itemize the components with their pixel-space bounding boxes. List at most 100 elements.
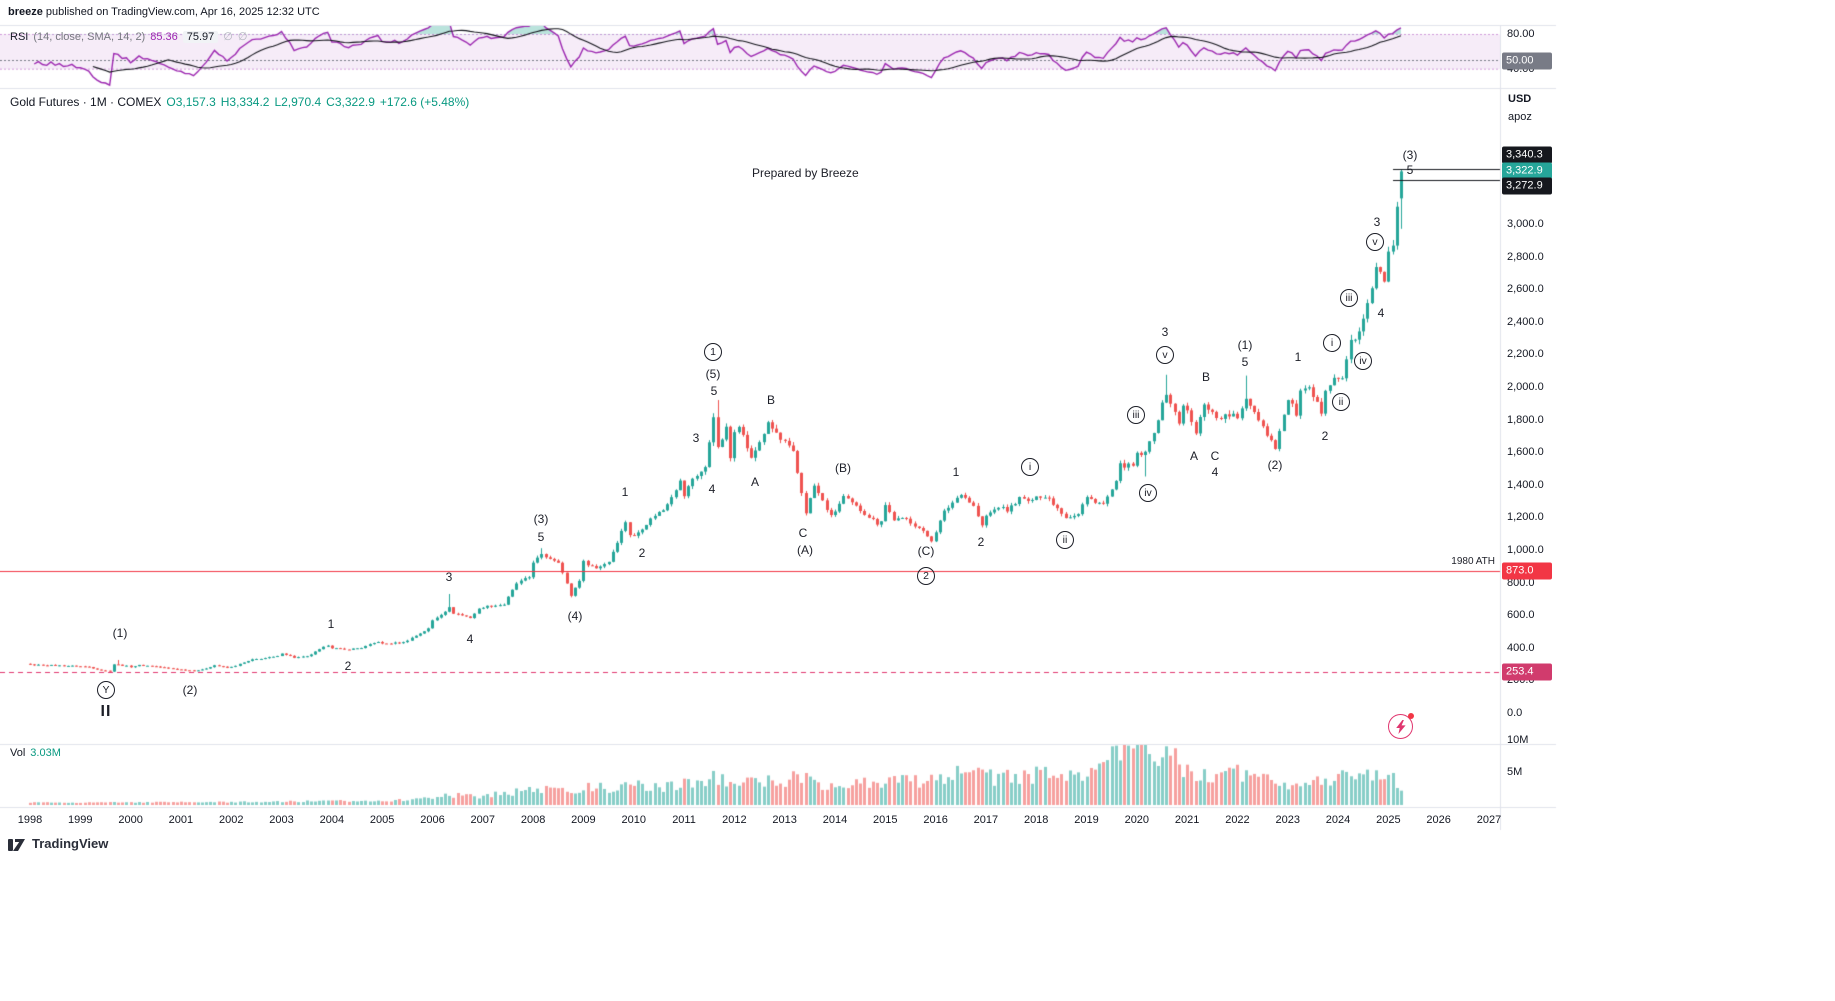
time-axis-year: 2021 [1174,814,1200,826]
wave-label: (1) [1237,338,1253,352]
wave-label: A [750,475,760,489]
wave-label: iv [1139,484,1157,502]
time-axis-year: 2005 [369,814,395,826]
rsi-value: 85.36 [150,30,178,43]
rsi-hide-icon[interactable]: ∅ [223,31,233,43]
rsi-title[interactable]: RSI [10,30,29,43]
price-axis-label: 1,800.0 [1507,413,1544,426]
volume-axis-label: 5M [1507,766,1523,778]
wave-label: 2 [917,567,935,585]
tradingview-footer[interactable]: TradingView [8,835,108,852]
symbol-title[interactable]: Gold Futures · 1M · COMEX [10,95,162,109]
volume-axis-label: 10M [1507,734,1529,746]
wave-label: B [766,393,776,407]
rsi-sma-value: 75.97 [182,30,219,43]
time-axis-year: 2012 [722,814,747,826]
time-axis-year: 2026 [1426,814,1451,826]
wave-label: v [1366,233,1384,251]
price-axis-badge: 873.0 [1502,562,1552,580]
price-axis-label: 800.0 [1507,576,1535,589]
wave-label: 2 [977,535,985,549]
wave-label: Y [97,681,115,699]
time-axis-year: 2007 [470,814,496,826]
wave-label: 3 [1373,215,1381,229]
price-axis-label: 1,200.0 [1507,511,1544,524]
ohlc-low: L2,970.4 [274,95,322,109]
rsi-menu-icon[interactable]: ∅ [237,31,248,43]
wave-label: (2) [1267,458,1283,472]
time-axis-year: 2019 [1074,814,1099,826]
wave-label: (1) [112,626,128,640]
wave-label: 1 [704,343,722,361]
lightning-bolt-icon [1395,719,1406,734]
time-axis-year: 2013 [772,814,797,826]
time-axis-year: 2003 [269,814,294,826]
wave-label: iv [1354,352,1372,370]
wave-label: 1 [1294,350,1302,364]
tradingview-logo-icon [8,839,25,851]
price-axis-badge: 3,322.9 [1502,162,1552,180]
price-axis-label: 600.0 [1507,609,1535,622]
wave-label: v [1156,346,1174,364]
time-axis-year: 2006 [420,814,445,826]
price-axis-badge: 3,340.3 [1502,146,1552,164]
wave-label: i [1323,334,1341,352]
axis-currency: USD [1508,93,1532,105]
publish-info: published on TradingView.com, Apr 16, 20… [45,6,320,18]
volume-value: 3.03M [30,747,61,759]
ohlc-open: O3,157.3 [166,95,216,109]
wave-label: ii [1332,393,1350,411]
rsi-legend: RSI (14, close, SMA, 14, 2) 85.36 75.97 … [10,30,247,43]
time-axis-year: 2000 [118,814,143,826]
time-axis-year: 2024 [1325,814,1351,826]
wave-label: 4 [708,482,716,496]
wave-label: (3) [533,512,549,526]
time-axis-year: 2010 [621,814,646,826]
time-axis-year: 1999 [68,814,93,826]
wave-label: i [1021,458,1039,476]
price-axis-badge: 253.4 [1502,663,1552,681]
wave-label: 5 [1406,163,1414,177]
wave-label: 2 [638,546,646,560]
wave-label: (B) [835,461,851,475]
price-axis-label: 2,400.0 [1507,315,1544,328]
price-axis-label: 1,000.0 [1507,544,1544,556]
wave-label: (3) [1402,148,1418,162]
reaction-lightning-icon[interactable] [1388,713,1414,739]
price-axis-label: 2,200.0 [1507,348,1544,361]
wave-label: iii [1340,289,1358,307]
time-axis-year: 2025 [1376,814,1401,826]
ohlc-change: +172.6 (+5.48%) [379,95,470,109]
publish-header: breeze published on TradingView.com, Apr… [8,6,320,18]
price-axis-label: 1,400.0 [1507,478,1544,491]
price-axis-label: 2,600.0 [1507,283,1544,296]
price-axis-badge: 3,272.9 [1502,177,1552,195]
time-axis-year: 2002 [218,814,244,826]
wave-label: 3 [445,570,453,584]
price-axis-label: 1,600.0 [1507,446,1544,459]
wave-label: 3 [1161,325,1169,339]
wave-label: B [1201,370,1211,384]
wave-label: 3 [692,431,700,445]
tradingview-wordmark: TradingView [32,836,109,851]
time-axis-year: 2008 [520,814,546,826]
wave-label: (4) [567,609,583,623]
wave-label: 5 [710,384,718,398]
wave-label: (A) [797,543,813,557]
time-axis-year: 2009 [571,814,596,826]
wave-label: 4 [1377,306,1385,320]
time-axis-year: 2014 [822,814,848,826]
ohlc-high: H3,334.2 [220,95,270,109]
time-axis-year: 2022 [1225,814,1250,826]
time-axis-year: 2004 [319,814,345,826]
volume-title[interactable]: Vol [10,747,26,759]
volume-legend: Vol 3.03M [10,747,61,759]
symbol-legend: Gold Futures · 1M · COMEX O3,157.3 H3,33… [10,95,469,109]
wave-label: ii [1056,531,1074,549]
ath-line-label: 1980 ATH [1451,556,1495,567]
time-axis-year: 2001 [168,814,194,826]
price-axis-label: 2,800.0 [1507,250,1544,263]
wave-label: A [1189,449,1199,463]
